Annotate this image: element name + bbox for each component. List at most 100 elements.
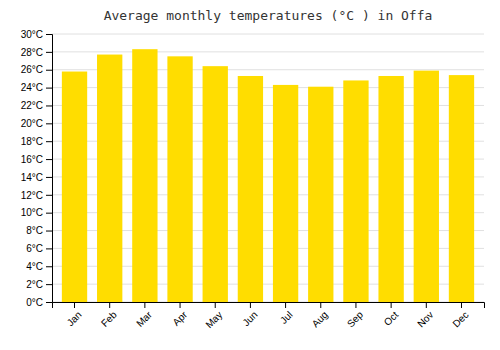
y-tick-mark xyxy=(46,266,52,267)
x-tick-label: Apr xyxy=(170,309,189,328)
x-tick-mark xyxy=(320,302,321,308)
x-tick-mark xyxy=(74,302,75,308)
y-tick-label: 18°C xyxy=(21,136,43,147)
y-tick-label: 6°C xyxy=(26,243,43,254)
y-tick: 18°C xyxy=(21,136,52,147)
bar xyxy=(238,76,263,302)
x-tick-label: May xyxy=(203,309,224,330)
y-tick-mark xyxy=(46,34,52,35)
x-tick-label: Jun xyxy=(240,309,259,328)
bar xyxy=(62,72,87,302)
y-tick-mark xyxy=(46,284,52,285)
y-tick-label: 14°C xyxy=(21,172,43,183)
x-tick: Jul xyxy=(278,302,295,326)
x-tick-label: Dec xyxy=(450,309,470,329)
y-tick: 30°C xyxy=(21,29,52,40)
y-tick: 6°C xyxy=(26,243,52,254)
y-tick-mark xyxy=(46,141,52,142)
bar xyxy=(97,55,122,302)
y-tick: 8°C xyxy=(26,225,52,236)
y-tick-mark xyxy=(46,88,52,89)
x-tick: Apr xyxy=(170,302,189,328)
x-tick: Feb xyxy=(99,302,119,329)
y-tick: 0°C xyxy=(26,297,52,308)
x-tick: Sep xyxy=(345,302,366,329)
bar xyxy=(343,80,368,302)
y-tick-label: 10°C xyxy=(21,207,43,218)
y-tick-label: 8°C xyxy=(26,225,43,236)
y-tick-label: 24°C xyxy=(21,82,43,93)
y-tick-label: 26°C xyxy=(21,64,43,75)
y-tick: 26°C xyxy=(21,64,52,75)
x-tick: Jun xyxy=(240,302,259,328)
y-tick-label: 20°C xyxy=(21,118,43,129)
x-axis: Jan Feb Mar Apr May Jun Jul Aug Sep Oct Nov Dec xyxy=(53,302,485,330)
x-tick-label: Nov xyxy=(415,309,435,329)
x-tick: Nov xyxy=(415,302,435,329)
grid-line xyxy=(52,34,484,35)
y-tick: 4°C xyxy=(26,261,52,272)
x-tick-mark xyxy=(426,302,427,308)
y-tick: 22°C xyxy=(21,100,52,111)
y-axis: 0°C 2°C 4°C 6°C 8°C 10°C 12°C 14°C 16°C 18°C 20°C 2… xyxy=(21,29,53,308)
y-tick-mark xyxy=(46,70,52,71)
y-tick-mark xyxy=(46,123,52,124)
y-tick: 20°C xyxy=(21,118,52,129)
bar xyxy=(414,71,439,302)
x-tick-label: Aug xyxy=(310,309,330,329)
y-tick-label: 22°C xyxy=(21,100,43,111)
y-tick: 14°C xyxy=(21,172,52,183)
y-tick: 28°C xyxy=(21,47,52,58)
y-axis-line xyxy=(46,35,53,303)
bar xyxy=(378,76,403,302)
y-tick-label: 4°C xyxy=(26,261,43,272)
y-tick: 16°C xyxy=(21,154,52,165)
chart: 0°C 2°C 4°C 6°C 8°C 10°C 12°C 14°C 16°C 18°C 20°C 2… xyxy=(0,0,500,350)
plot: 0°C 2°C 4°C 6°C 8°C 10°C 12°C 14°C 16°C 18°C 20°C 2… xyxy=(21,29,485,331)
bar xyxy=(167,56,192,302)
x-tick-label: Oct xyxy=(382,309,401,328)
grid xyxy=(52,34,484,302)
x-tick-mark xyxy=(250,302,251,308)
y-tick-label: 0°C xyxy=(26,297,43,308)
x-tick-mark xyxy=(215,302,216,308)
x-tick-mark xyxy=(461,302,462,308)
y-tick: 12°C xyxy=(21,190,52,201)
x-tick-mark xyxy=(180,302,181,308)
y-tick-mark xyxy=(46,195,52,196)
x-tick-label: Sep xyxy=(345,309,366,330)
x-tick: Oct xyxy=(382,302,401,328)
y-tick-label: 16°C xyxy=(21,154,43,165)
x-tick-label: Mar xyxy=(134,309,154,329)
x-tick-label: Jul xyxy=(278,309,295,326)
bar xyxy=(203,66,228,302)
title: Average monthly temperatures (°C ) in Of… xyxy=(104,8,433,23)
x-tick: Jan xyxy=(65,302,84,328)
x-tick-label: Jan xyxy=(65,309,84,328)
bar xyxy=(273,85,298,302)
y-tick-mark xyxy=(46,177,52,178)
x-tick: Dec xyxy=(450,302,470,329)
x-tick-label: Feb xyxy=(99,309,119,329)
x-tick-mark xyxy=(109,302,110,308)
y-tick-mark xyxy=(46,248,52,249)
bar xyxy=(308,87,333,302)
x-axis-line xyxy=(53,303,485,309)
y-tick-mark xyxy=(46,231,52,232)
y-tick: 2°C xyxy=(26,279,52,290)
y-tick-mark xyxy=(46,52,52,53)
x-tick-mark xyxy=(285,302,286,308)
x-tick-mark xyxy=(144,302,145,308)
y-tick: 10°C xyxy=(21,207,52,218)
y-tick-mark xyxy=(46,302,52,303)
y-tick-label: 28°C xyxy=(21,47,43,58)
bars xyxy=(62,49,474,302)
y-tick-mark xyxy=(46,213,52,214)
y-tick-mark xyxy=(46,159,52,160)
x-tick: Aug xyxy=(310,302,330,329)
grid-line xyxy=(52,51,484,52)
y-tick-label: 2°C xyxy=(26,279,43,290)
y-tick-mark xyxy=(46,105,52,106)
x-tick-mark xyxy=(391,302,392,308)
bar xyxy=(132,49,157,302)
